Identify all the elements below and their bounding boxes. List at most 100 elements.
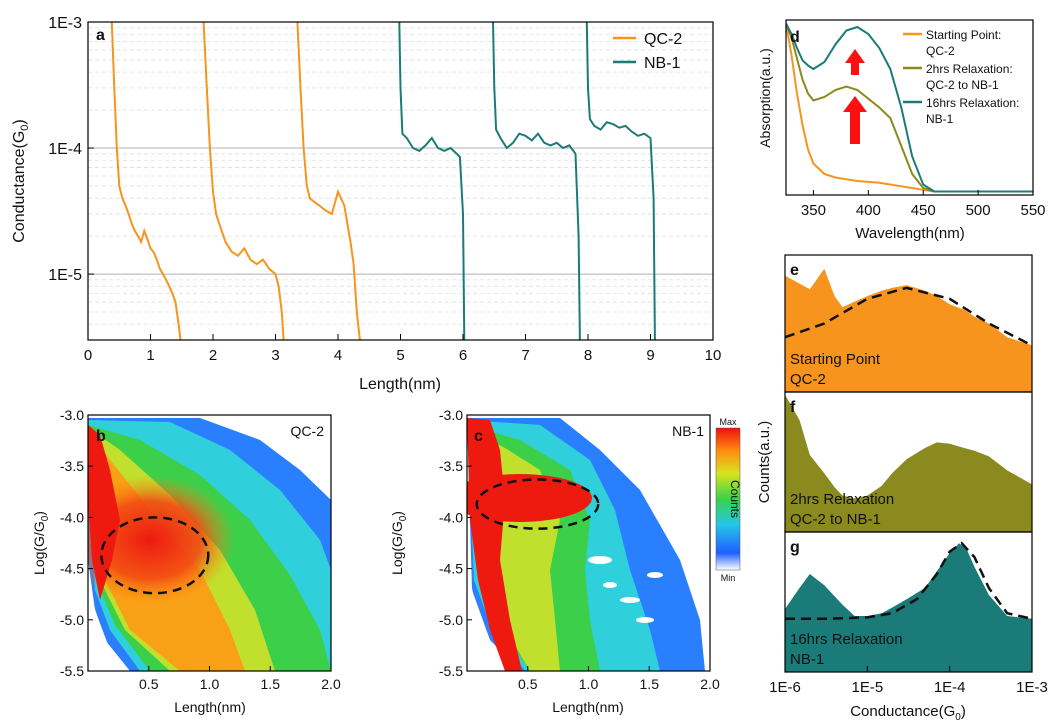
panel-f [785, 394, 1032, 532]
y-tick-label: -5.0 [60, 612, 84, 628]
panel-d-curves [786, 23, 1033, 193]
y-tick-label: -3.5 [439, 458, 463, 474]
x-tick-label: 0.5 [139, 676, 159, 692]
y-tick-label: -3.5 [60, 458, 84, 474]
x-tick-label: 3 [271, 347, 279, 364]
legend-label: QC-2 [926, 44, 955, 58]
heatmap-b-edge [88, 560, 128, 671]
histogram-area-g [785, 543, 1032, 672]
panel-a-xticks: 0 1 2 3 4 5 6 7 8 9 10 [84, 334, 722, 364]
heatmap-c-core [467, 418, 522, 671]
x-tick-label: 5 [396, 347, 404, 364]
legend-label: 16hrs Relaxation: [926, 96, 1019, 110]
trace-nb-1 [585, 22, 656, 340]
x-tick-label: 400 [856, 202, 881, 219]
panel-e-label: Starting Point [790, 351, 881, 368]
x-tick-label: 9 [646, 347, 654, 364]
x-tick-label: 7 [521, 347, 529, 364]
y-tick-label: -4.0 [439, 509, 463, 525]
trace-qc-2 [202, 22, 285, 340]
panel-e [785, 268, 1032, 392]
x-tick-label: 1 [146, 347, 154, 364]
x-tick-label: 8 [584, 347, 592, 364]
panel-b-heatmap [88, 418, 331, 671]
panel-c-ellipse [475, 478, 600, 530]
x-tick-label: 500 [966, 202, 991, 219]
heatmap-c-edge [467, 560, 505, 671]
absorption-curve [786, 23, 1033, 193]
panel-e-label: QC-2 [790, 371, 826, 388]
panel-c-label: NB-1 [672, 423, 704, 439]
panel-g-label: 16hrs Relaxation [790, 631, 903, 648]
y-tick-label: -3.0 [60, 407, 84, 423]
y-tick-label: -4.0 [60, 509, 84, 525]
panel-b-ylabel: Log(G/G0) [31, 511, 51, 575]
panel-c-letter: c [474, 428, 483, 445]
legend-label: Starting Point: [926, 28, 1001, 42]
panel-c-ylabel: Log(G/G0) [389, 511, 409, 575]
panel-e-letter: e [790, 262, 799, 279]
fit-curve-g [785, 541, 1032, 621]
x-tick-label: 1E-4 [934, 679, 966, 696]
x-tick-label: 1E-5 [851, 679, 883, 696]
panel-a-legend: QC-2 NB-1 [613, 31, 682, 72]
svg-text:Log(G/G0): Log(G/G0) [31, 511, 51, 575]
y-tick-label: -4.5 [439, 561, 463, 577]
panel-b-ellipse [100, 516, 210, 595]
panel-f-label: 2hrs Relaxation [790, 491, 894, 508]
x-tick-label: 1.5 [640, 676, 660, 692]
panel-f-letter: f [790, 399, 796, 416]
colorbar-title: Counts [728, 480, 742, 518]
heatmap-c-voids [588, 556, 663, 623]
histogram-area-e [785, 268, 1032, 392]
panel-d-ticks: 350 400 450 500 550 [801, 190, 1046, 219]
colorbar-min-label: Min [721, 573, 736, 583]
trace-nb-1 [398, 22, 466, 340]
svg-text:Log(G/G0): Log(G/G0) [389, 511, 409, 575]
colorbar: Max Min Counts [715, 417, 742, 583]
x-tick-label: 2.0 [321, 676, 341, 692]
panel-c-xlabel: Length(nm) [552, 699, 624, 715]
arrow-up-1 [845, 49, 865, 75]
x-tick-label: 1.0 [579, 676, 599, 692]
panel-b: 0.5 1.0 1.5 2.0 -3.0 -3.5 -4.0 -4.5 -5.0 -5.5 b Q… [31, 407, 341, 715]
panel-d: 350 400 450 500 550 d Wavelength(nm) Absorpt… [757, 19, 1046, 242]
x-tick-label: 1E-6 [769, 679, 801, 696]
panel-b-letter: b [96, 428, 106, 445]
histogram-area-f [785, 394, 1032, 532]
panel-a-traces [110, 22, 656, 340]
x-tick-label: 10 [705, 347, 722, 364]
trace-qc-2 [296, 22, 361, 340]
panel-f-label: QC-2 to NB-1 [790, 511, 881, 528]
x-tick-label: 0 [84, 347, 92, 364]
panel-d-frame [785, 19, 1034, 196]
y-tick-label: -5.5 [60, 663, 84, 679]
heatmap-b-core [88, 425, 120, 600]
svg-text:Conductance(G0): Conductance(G0) [11, 119, 31, 243]
panel-efg-ylabel: Counts(a.u.) [756, 421, 773, 504]
panel-d-arrows [843, 49, 867, 144]
panel-g [785, 541, 1032, 672]
panel-a-ylabel: Conductance(G0) [11, 119, 31, 243]
y-tick-label: -4.5 [60, 561, 84, 577]
panel-efg-xlabel: Conductance(G0) [850, 703, 966, 722]
x-tick-label: 0.5 [518, 676, 538, 692]
legend-label-nb1: NB-1 [644, 55, 681, 72]
x-tick-label: 6 [459, 347, 467, 364]
panel-g-letter: g [790, 539, 800, 556]
panel-efg: e Starting Point QC-2 f 2hrs Relaxation QC-2 … [756, 254, 1048, 722]
panel-a-xlabel: Length(nm) [359, 376, 441, 393]
panel-g-label: NB-1 [790, 651, 824, 668]
panel-c-ticks: 0.5 1.0 1.5 2.0 -3.0 -3.5 -4.0 -4.5 -5.0 -5.5 [439, 407, 720, 692]
panel-b-label: QC-2 [291, 423, 325, 439]
y-tick-label: 1E-4 [48, 141, 82, 158]
panel-a: 0 1 2 3 4 5 6 7 8 9 10 1E-3 1E-4 1E-5 a Length(nm) C… [11, 15, 721, 393]
panel-a-letter: a [96, 27, 105, 44]
panel-efg-xticks: 1E-6 1E-5 1E-4 1E-3 [769, 666, 1048, 696]
y-tick-label: 1E-3 [48, 15, 82, 32]
panel-d-ylabel: Absorption(a.u.) [757, 48, 773, 148]
panel-b-xlabel: Length(nm) [174, 699, 246, 715]
fit-curve-e [785, 286, 1032, 347]
trace-nb-1 [492, 22, 581, 340]
